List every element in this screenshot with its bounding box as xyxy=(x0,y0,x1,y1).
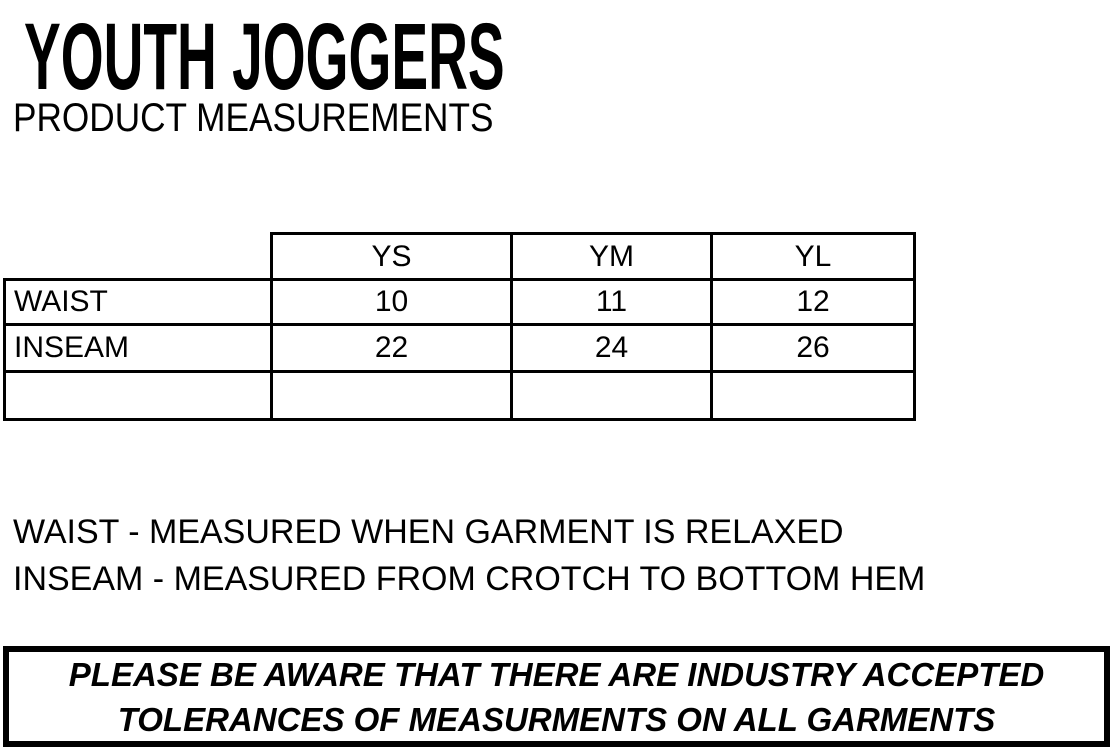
column-header-yl: YL xyxy=(710,232,916,281)
size-table-row xyxy=(3,370,916,421)
size-table: YS YM YL WAIST 10 11 12 INSEAM 22 24 26 xyxy=(3,232,916,421)
measurement-value: 24 xyxy=(510,323,713,373)
table-corner-cell xyxy=(5,234,272,280)
disclaimer-line-2: TOLERANCES OF MEASURMENTS ON ALL GARMENT… xyxy=(117,700,996,738)
size-table-row: INSEAM 22 24 26 xyxy=(3,323,916,373)
measurement-value xyxy=(510,370,713,421)
note-waist: WAIST - MEASURED WHEN GARMENT IS RELAXED xyxy=(13,513,844,551)
row-label: INSEAM xyxy=(3,323,273,373)
size-table-row: WAIST 10 11 12 xyxy=(3,278,916,326)
product-title: YOUTH JOGGERS xyxy=(24,4,505,110)
measurement-value xyxy=(270,370,513,421)
measurement-value: 22 xyxy=(270,323,513,373)
size-table-header-row: YS YM YL xyxy=(5,232,916,281)
measurement-value: 12 xyxy=(710,278,916,326)
measurement-notes: WAIST - MEASURED WHEN GARMENT IS RELAXED… xyxy=(13,509,925,603)
column-header-ys: YS xyxy=(270,232,513,281)
measurement-value: 10 xyxy=(270,278,513,326)
column-header-ym: YM xyxy=(510,232,713,281)
sheet-subtitle: PRODUCT MEASUREMENTS xyxy=(13,96,494,140)
measurement-value: 26 xyxy=(710,323,916,373)
measurement-value: 11 xyxy=(510,278,713,326)
row-label: WAIST xyxy=(3,278,273,326)
disclaimer-box: PLEASE BE AWARE THAT THERE ARE INDUSTRY … xyxy=(3,646,1110,747)
size-table-body: WAIST 10 11 12 INSEAM 22 24 26 xyxy=(3,278,916,421)
note-inseam: INSEAM - MEASURED FROM CROTCH TO BOTTOM … xyxy=(13,560,926,598)
row-label xyxy=(3,370,273,421)
disclaimer-line-1: PLEASE BE AWARE THAT THERE ARE INDUSTRY … xyxy=(68,655,1045,693)
measurement-value xyxy=(710,370,916,421)
